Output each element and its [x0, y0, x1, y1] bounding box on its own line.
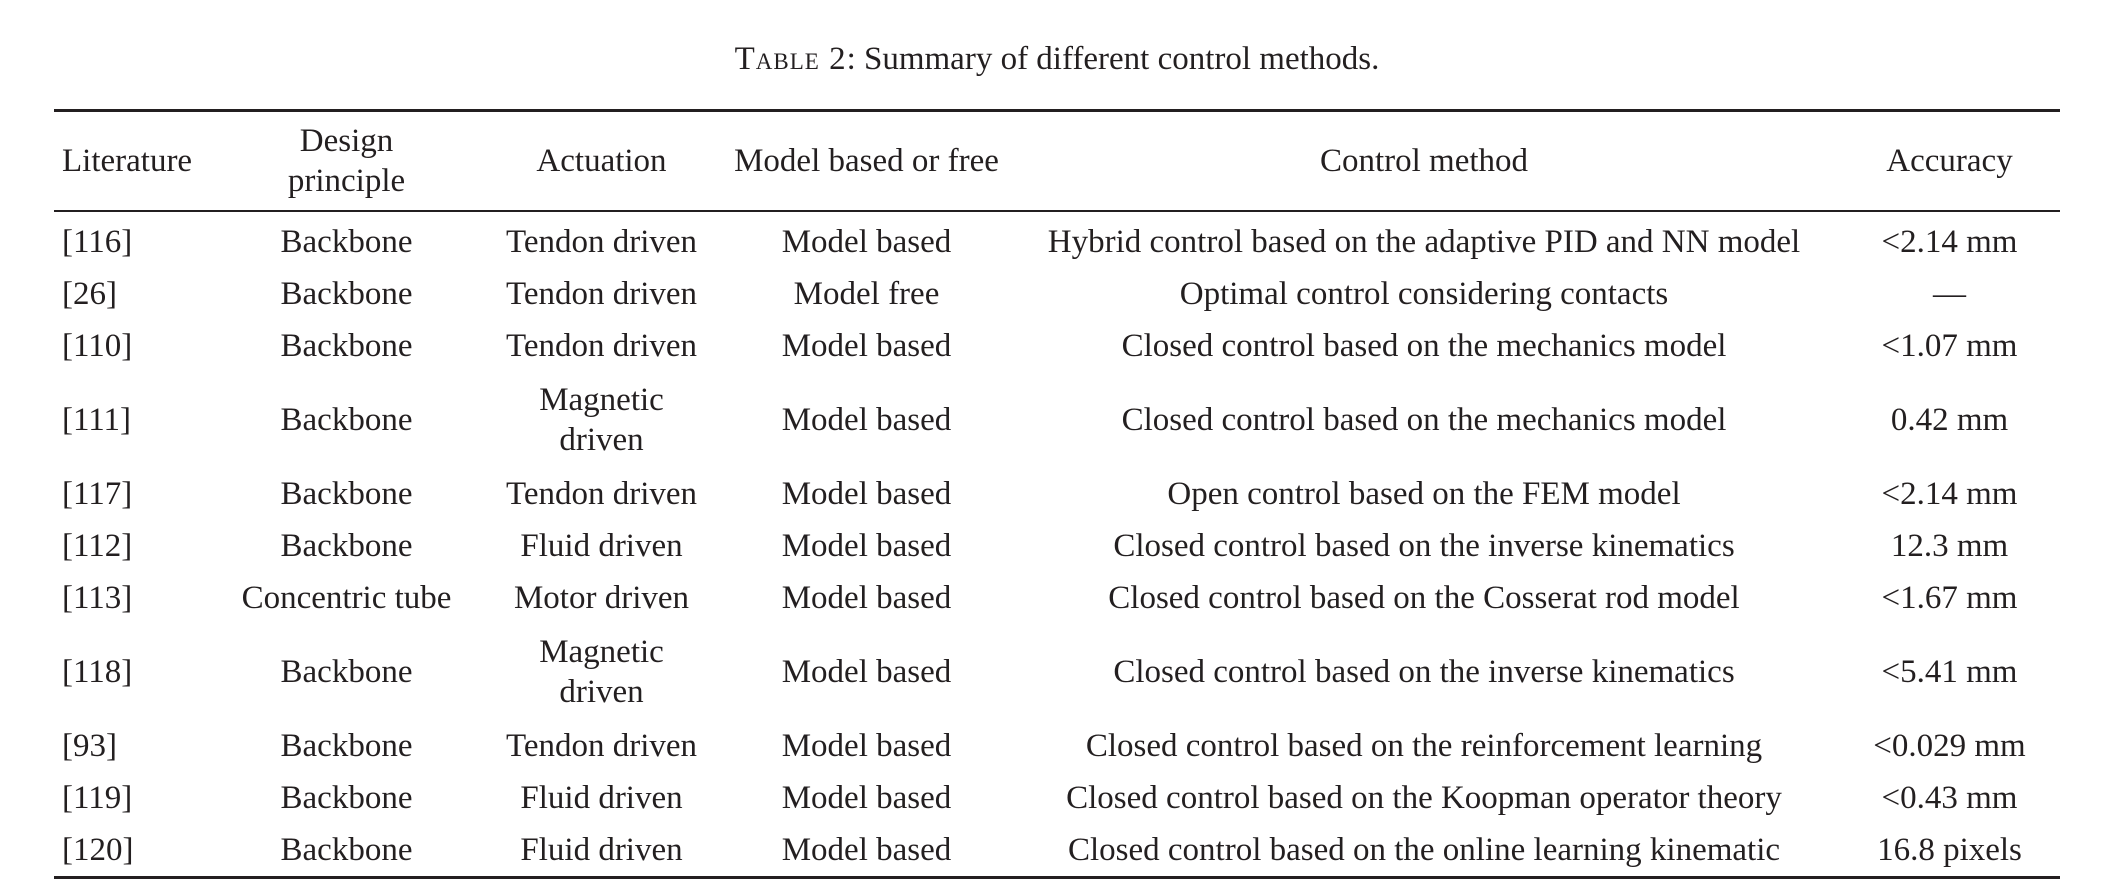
cell-actuation: Fluid driven — [520, 527, 683, 564]
cell-model: Model based — [781, 831, 952, 868]
table-body: [116] Backbone Tendon driven Model based… — [54, 211, 2060, 878]
cell-control-method: Open control based on the FEM model — [1167, 475, 1681, 512]
table-caption-label: Table 2 — [734, 41, 847, 77]
cell-design: Backbone — [280, 527, 413, 564]
table-row: [117] Backbone Tendon driven Model based… — [54, 468, 2060, 520]
table-row: [110] Backbone Tendon driven Model based… — [54, 320, 2060, 372]
cell-literature: [110] — [62, 327, 133, 364]
cell-accuracy: <0.43 mm — [1881, 779, 2018, 816]
table-header: Literature Design principle Actuation Mod… — [54, 110, 2060, 212]
cell-actuation: Tendon driven — [505, 727, 698, 764]
cell-actuation: Tendon driven — [505, 327, 698, 364]
header-row: Literature Design principle Actuation Mod… — [54, 110, 2060, 212]
cell-literature: [117] — [62, 475, 133, 512]
cell-literature: [93] — [62, 727, 117, 764]
cell-accuracy: 16.8 pixels — [1877, 831, 2022, 868]
cell-actuation: Tendon driven — [505, 475, 698, 512]
cell-accuracy: <5.41 mm — [1881, 653, 2018, 690]
cell-model: Model based — [781, 779, 952, 816]
cell-accuracy: <2.14 mm — [1881, 475, 2018, 512]
table-row: [120] Backbone Fluid driven Model based … — [54, 824, 2060, 878]
cell-actuation: Tendon driven — [505, 275, 698, 312]
cell-control-method: Hybrid control based on the adaptive PID… — [1047, 223, 1801, 260]
cell-model: Model based — [781, 579, 952, 616]
cell-accuracy: <1.07 mm — [1881, 327, 2018, 364]
cell-model: Model based — [781, 475, 952, 512]
header-actuation: Actuation — [479, 110, 724, 212]
cell-literature: [111] — [62, 401, 132, 438]
cell-control-method: Closed control based on the Koopman oper… — [1066, 779, 1782, 816]
cell-accuracy: <0.029 mm — [1873, 727, 2026, 764]
cell-literature: [113] — [62, 579, 133, 616]
cell-design: Backbone — [280, 831, 413, 868]
cell-actuation-text: Magnetic driven — [539, 381, 664, 458]
cell-control-method: Closed control based on the reinforcemen… — [1085, 727, 1763, 764]
cell-literature: [26] — [62, 275, 117, 312]
cell-design: Backbone — [280, 727, 413, 764]
cell-accuracy: 0.42 mm — [1890, 401, 2009, 438]
header-design-line1: Design — [299, 122, 394, 159]
table-row: [113] Concentric tube Motor driven Model… — [54, 572, 2060, 624]
table-row: [93] Backbone Tendon driven Model based … — [54, 720, 2060, 772]
cell-model: Model based — [781, 223, 952, 260]
header-accuracy: Accuracy — [1839, 110, 2060, 212]
cell-model: Model based — [781, 527, 952, 564]
cell-design: Backbone — [280, 653, 413, 690]
table-row: [111] Backbone Magnetic driven Model bas… — [54, 372, 2060, 468]
cell-design: Backbone — [280, 275, 413, 312]
header-design-line2: principle — [287, 162, 406, 199]
cell-control-method: Optimal control considering contacts — [1179, 275, 1669, 312]
table-row: [26] Backbone Tendon driven Model free O… — [54, 268, 2060, 320]
header-model: Model based or free — [724, 110, 1009, 212]
cell-actuation: Fluid driven — [520, 831, 683, 868]
cell-control-method: Closed control based on the mechanics mo… — [1121, 327, 1727, 364]
cell-model: Model based — [781, 653, 952, 690]
cell-control-method: Closed control based on the online learn… — [1067, 831, 1781, 868]
cell-literature: [112] — [62, 527, 133, 564]
cell-control-method: Closed control based on the inverse kine… — [1113, 653, 1735, 690]
cell-literature: [120] — [62, 831, 134, 868]
cell-model: Model based — [781, 327, 952, 364]
header-design-principle: Design principle — [214, 110, 479, 212]
cell-accuracy: <2.14 mm — [1881, 223, 2018, 260]
cell-actuation: Magnetic driven — [479, 624, 724, 720]
cell-design: Backbone — [280, 401, 413, 438]
cell-design: Backbone — [280, 327, 413, 364]
cell-design: Backbone — [280, 223, 413, 260]
cell-control-method: Closed control based on the mechanics mo… — [1121, 401, 1727, 438]
table-row: [119] Backbone Fluid driven Model based … — [54, 772, 2060, 824]
table-caption: Table 2: Summary of different control me… — [0, 34, 2114, 84]
cell-literature: [116] — [62, 223, 133, 260]
header-literature: Literature — [54, 110, 214, 212]
cell-model: Model based — [781, 727, 952, 764]
table-row: [116] Backbone Tendon driven Model based… — [54, 211, 2060, 268]
cell-model: Model free — [793, 275, 940, 312]
cell-design: Concentric tube — [241, 579, 452, 616]
cell-accuracy: — — [1933, 275, 1966, 312]
cell-design: Backbone — [280, 475, 413, 512]
table-row: [118] Backbone Magnetic driven Model bas… — [54, 624, 2060, 720]
cell-actuation: Fluid driven — [520, 779, 683, 816]
cell-actuation: Tendon driven — [505, 223, 698, 260]
header-control-method: Control method — [1009, 110, 1839, 212]
cell-model: Model based — [781, 401, 952, 438]
cell-actuation: Magnetic driven — [479, 372, 724, 468]
table-row: [112] Backbone Fluid driven Model based … — [54, 520, 2060, 572]
cell-actuation-text: Magnetic driven — [539, 633, 664, 710]
control-methods-table: Literature Design principle Actuation Mod… — [54, 109, 2060, 879]
cell-literature: [119] — [62, 779, 133, 816]
cell-control-method: Closed control based on the Cosserat rod… — [1108, 579, 1740, 616]
cell-accuracy: 12.3 mm — [1890, 527, 2009, 564]
cell-actuation: Motor driven — [513, 579, 690, 616]
cell-accuracy: <1.67 mm — [1881, 579, 2018, 616]
table-caption-text: : Summary of different control methods. — [846, 41, 1380, 77]
cell-control-method: Closed control based on the inverse kine… — [1113, 527, 1735, 564]
cell-literature: [118] — [62, 653, 133, 690]
cell-design: Backbone — [280, 779, 413, 816]
